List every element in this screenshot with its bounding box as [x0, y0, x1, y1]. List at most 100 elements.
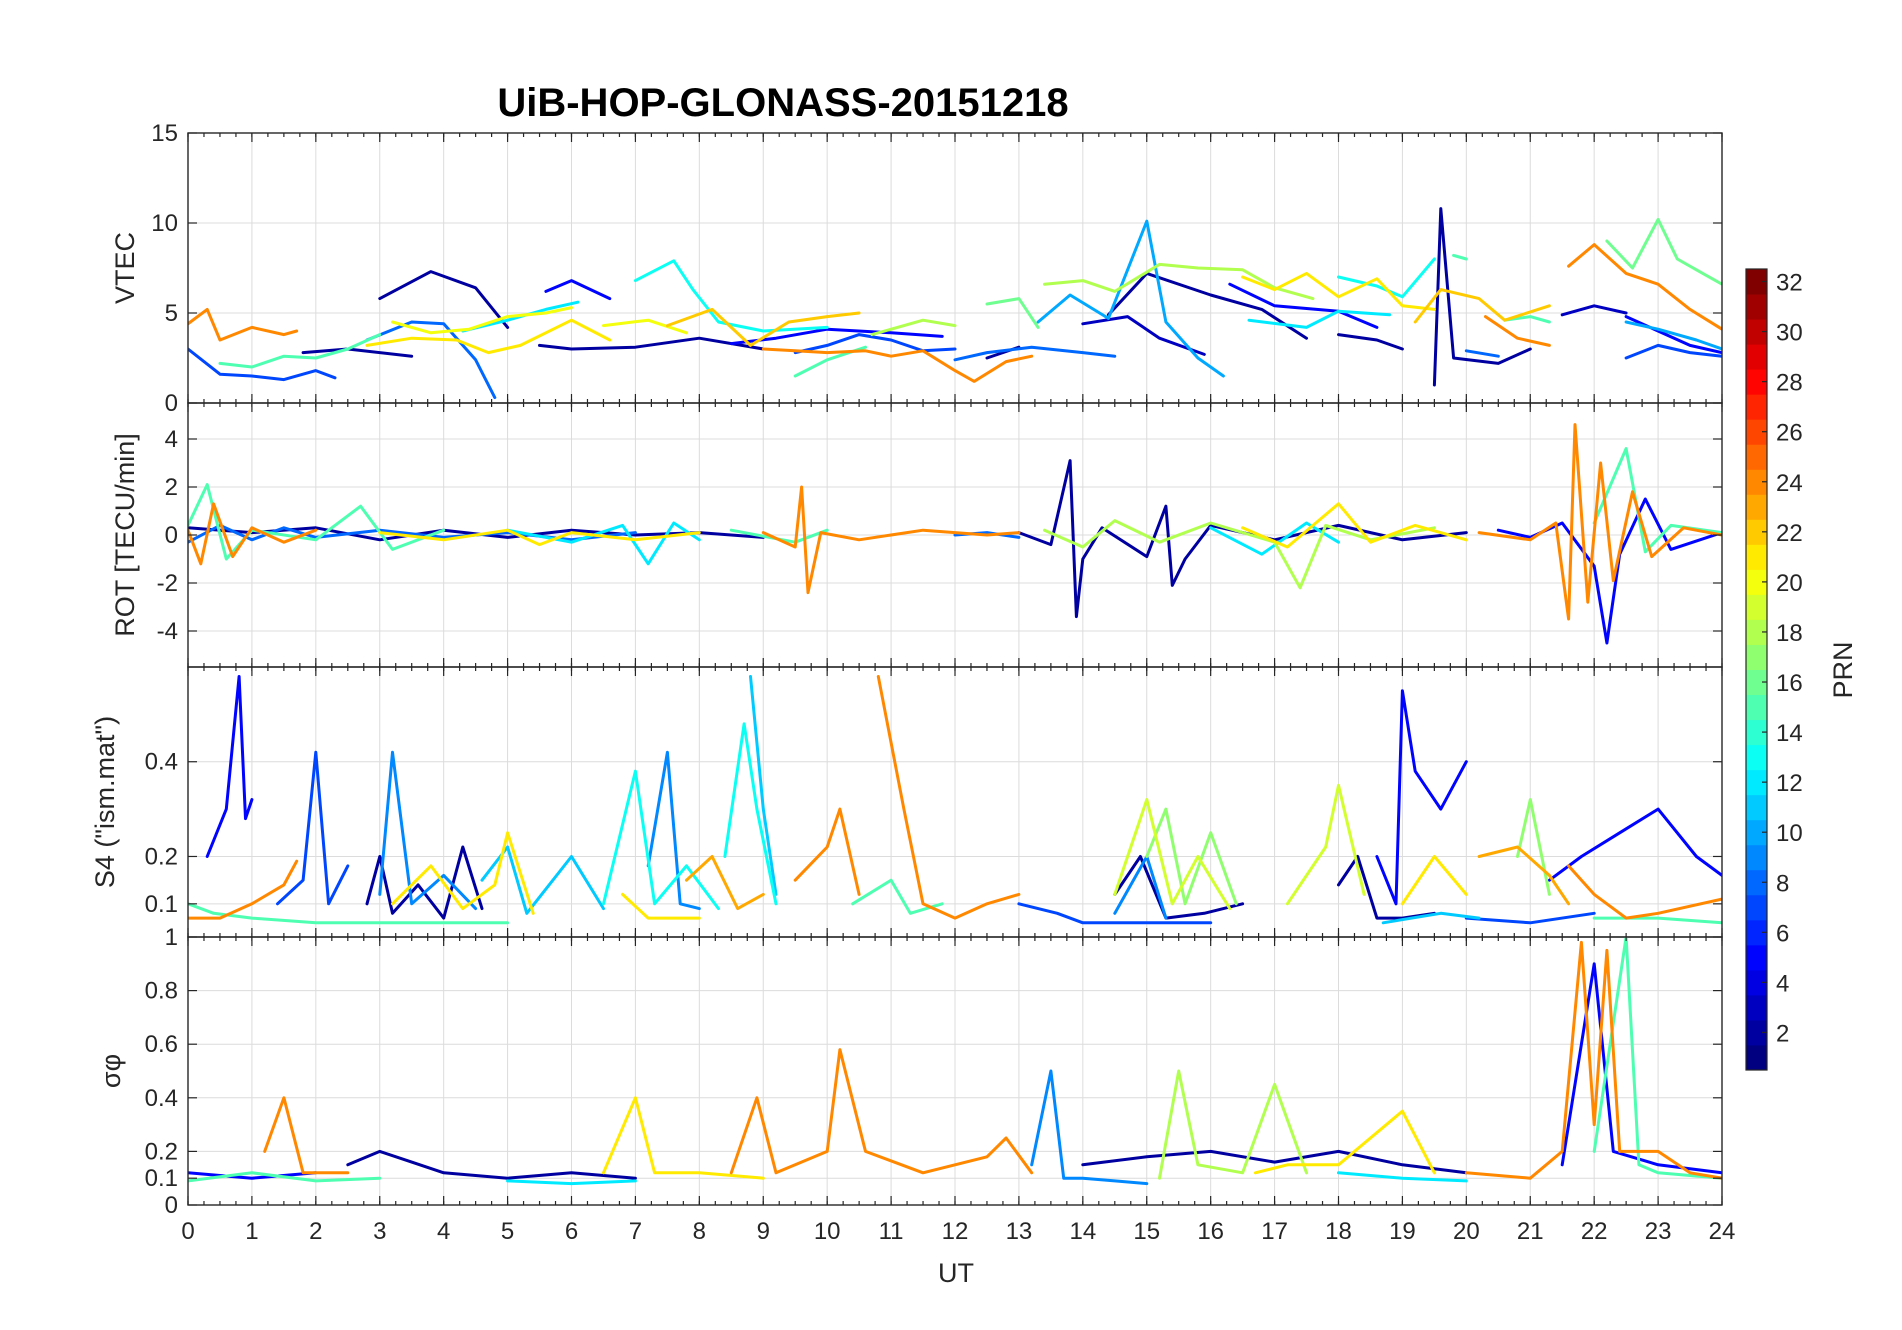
sigma_phi-traces	[188, 937, 1722, 1186]
rot-y-tick-label: 2	[165, 474, 178, 501]
vtec-trace-prn-21	[1241, 271, 1436, 311]
colorbar-swatch	[1746, 969, 1767, 996]
vtec-trace-prn-2	[301, 347, 414, 358]
colorbar-swatch	[1746, 844, 1767, 871]
s4-y-tick-label: 0.4	[145, 749, 178, 776]
colorbar-swatch	[1746, 444, 1767, 470]
vtec-trace-prn-18	[870, 318, 957, 337]
panel-sigma_phi: 00.10.2 0.4 0.6 0.8 1	[145, 924, 1723, 1219]
s4-trace-prn-24	[793, 807, 861, 896]
x-tick-label: 13	[1006, 1218, 1033, 1245]
panel-vtec: 0 5 10 15	[151, 120, 1723, 417]
rot-trace-prn-12	[506, 521, 701, 566]
rot-trace-prn-5	[1496, 497, 1722, 645]
sigma_phi-trace-prn-2	[346, 1149, 637, 1180]
s4-trace-prn-15	[851, 878, 944, 915]
vtec-y-tick-label: 10	[151, 210, 178, 237]
s4-trace-prn-13	[602, 769, 720, 911]
colorbar-tick-label: 8	[1776, 870, 1789, 897]
s4-trace-prn-2	[365, 845, 484, 920]
vtec-trace-prn-16	[1605, 217, 1722, 286]
rot-trace-prn-15	[188, 483, 446, 561]
sigma_phi-trace-prn-24	[263, 1096, 350, 1175]
colorbar-swatch	[1746, 619, 1767, 645]
s4-trace-prn-9	[646, 750, 701, 911]
colorbar-swatch	[1746, 644, 1767, 670]
sigma_phi-trace-prn-24	[729, 1048, 1034, 1175]
sigma_phi-y-tick-label: 1	[165, 924, 178, 951]
vtec-trace-prn-2	[1106, 271, 1308, 340]
s4-trace-prn-5	[1375, 689, 1468, 906]
s4-trace-prn-13	[723, 722, 778, 906]
colorbar-tick-label: 28	[1776, 370, 1803, 397]
colorbar-swatch	[1746, 519, 1767, 545]
vtec-trace-prn-22	[665, 307, 861, 347]
x-tick-label: 11	[879, 1218, 904, 1245]
x-tick-label: 14	[1069, 1218, 1096, 1245]
x-tick-label: 7	[629, 1218, 642, 1245]
sigma_phi-trace-prn-15	[188, 1171, 382, 1183]
panel-s4: 0.1 0.2 0.4	[145, 666, 1723, 938]
vtec-y-tick-label: 15	[151, 120, 178, 147]
vtec-trace-prn-12	[1247, 309, 1392, 329]
vtec-trace-prn-2	[1337, 333, 1404, 351]
x-tick-label: 5	[501, 1218, 514, 1245]
x-tick-label: 8	[693, 1218, 706, 1245]
colorbar-swatch	[1746, 269, 1767, 295]
colorbar-tick-label: 24	[1776, 470, 1803, 497]
rot-trace-prn-2	[1017, 459, 1468, 619]
rot-trace-prn-24	[1477, 423, 1722, 621]
colorbar-tick-label: 20	[1776, 570, 1803, 597]
s4-trace-prn-2	[1337, 855, 1436, 920]
s4-trace-prn-5	[1547, 807, 1722, 882]
colorbar-tick-label: 4	[1776, 970, 1789, 997]
vtec-trace-prn-3	[1081, 315, 1206, 356]
x-tick-label: 12	[942, 1218, 969, 1245]
x-tick-label: 2	[309, 1218, 322, 1245]
vtec-y-tick-label: 5	[165, 300, 178, 327]
vtec-trace-prn-8	[365, 320, 497, 400]
sigma_phi-y-tick-label: 0.2	[145, 1138, 178, 1165]
colorbar-tick-label: 30	[1776, 320, 1803, 347]
vtec-trace-prn-20	[391, 306, 573, 335]
vtec-trace-prn-22	[1413, 288, 1551, 324]
s4-traces	[188, 675, 1722, 925]
x-tick-label: 10	[814, 1218, 841, 1245]
colorbar-swatch	[1746, 694, 1767, 721]
sigma_phi-trace-prn-21	[602, 1096, 765, 1180]
vtec-trace-prn-2	[538, 336, 765, 351]
colorbar-swatch	[1746, 369, 1767, 395]
sigma_phi-y-axis-label: σφ	[96, 1054, 126, 1088]
rot-trace-prn-21	[378, 528, 701, 547]
s4-trace-prn-17	[1145, 807, 1238, 906]
chart-title: UiB-HOP-GLONASS-20151218	[497, 81, 1068, 125]
rot-y-tick-label: 0	[165, 522, 178, 549]
colorbar-swatch	[1746, 1044, 1767, 1071]
colorbar-tick-label: 14	[1776, 720, 1803, 747]
vtec-trace-prn-24	[761, 347, 1034, 383]
s4-trace-prn-7	[1017, 902, 1213, 925]
rot-y-tick-label: -4	[157, 618, 178, 645]
vtec-trace-prn-5	[544, 279, 612, 301]
s4-trace-prn-11	[480, 845, 605, 915]
s4-trace-prn-19	[1113, 798, 1232, 911]
vtec-trace-prn-7	[1624, 343, 1722, 360]
s4-trace-prn-21	[1400, 855, 1468, 906]
rot-trace-prn-24	[188, 502, 318, 566]
vtec-trace-prn-21	[365, 318, 612, 355]
s4-y-tick-label: 0.2	[145, 843, 178, 870]
colorbar-swatch	[1746, 469, 1767, 495]
colorbar-tick-label: 26	[1776, 420, 1803, 447]
x-tick-label: 19	[1389, 1218, 1416, 1245]
colorbar-swatch	[1746, 944, 1767, 971]
vtec-trace-prn-8	[1464, 349, 1500, 358]
colorbar-swatch	[1746, 319, 1767, 345]
x-tick-label: 21	[1517, 1218, 1544, 1245]
vtec-trace-prn-18	[1043, 262, 1315, 301]
vtec-y-axis-label: VTEC	[110, 232, 140, 304]
colorbar-swatch	[1746, 419, 1767, 445]
rot-trace-prn-24	[761, 485, 1021, 595]
colorbar-tick-label: 6	[1776, 920, 1789, 947]
